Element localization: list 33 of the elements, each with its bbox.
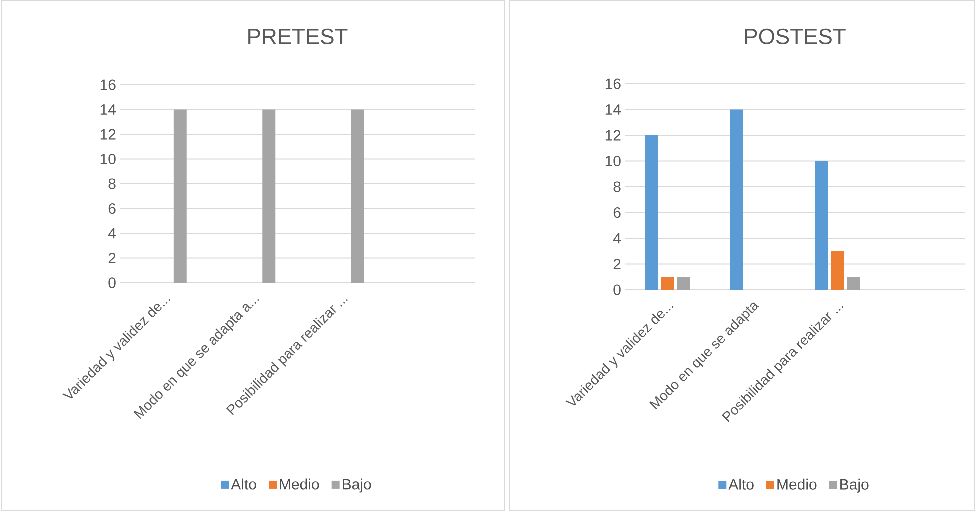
y-tick-label: 14 — [606, 104, 622, 115]
bar — [730, 110, 744, 290]
legend-label: Alto — [728, 478, 754, 490]
y-tick-label: 2 — [108, 253, 116, 264]
y-tick-label: 6 — [614, 207, 621, 218]
y-tick-label: 10 — [100, 154, 116, 165]
y-tick-label: 0 — [614, 284, 621, 296]
legend-label: Bajo — [343, 478, 372, 493]
y-tick-label: 0 — [108, 278, 116, 288]
y-tick-label: 6 — [108, 203, 116, 214]
y-tick-label: 8 — [108, 178, 116, 190]
y-tick-label: 16 — [100, 80, 116, 90]
chart-title: PRETEST — [248, 28, 348, 44]
bar — [847, 277, 860, 290]
bar — [677, 277, 690, 290]
y-tick-label: 2 — [614, 259, 621, 270]
chart-title: POSTEST — [745, 28, 846, 44]
legend-label: Medio — [280, 478, 320, 490]
bar — [831, 251, 844, 290]
y-tick-label: 14 — [100, 104, 116, 115]
y-tick-label: 4 — [108, 228, 116, 239]
bar — [815, 161, 828, 290]
bar — [661, 277, 674, 290]
y-tick-label: 12 — [100, 129, 116, 140]
y-tick-label: 8 — [614, 182, 621, 192]
y-tick-label: 16 — [606, 78, 621, 90]
y-tick-label: 12 — [606, 130, 621, 141]
legend-label: Medio — [778, 478, 817, 490]
legend-label: Alto — [231, 478, 256, 490]
y-tick-label: 4 — [613, 233, 622, 244]
y-tick-label: 10 — [606, 156, 621, 167]
legend-label: Bajo — [840, 478, 869, 493]
bar — [645, 136, 658, 290]
